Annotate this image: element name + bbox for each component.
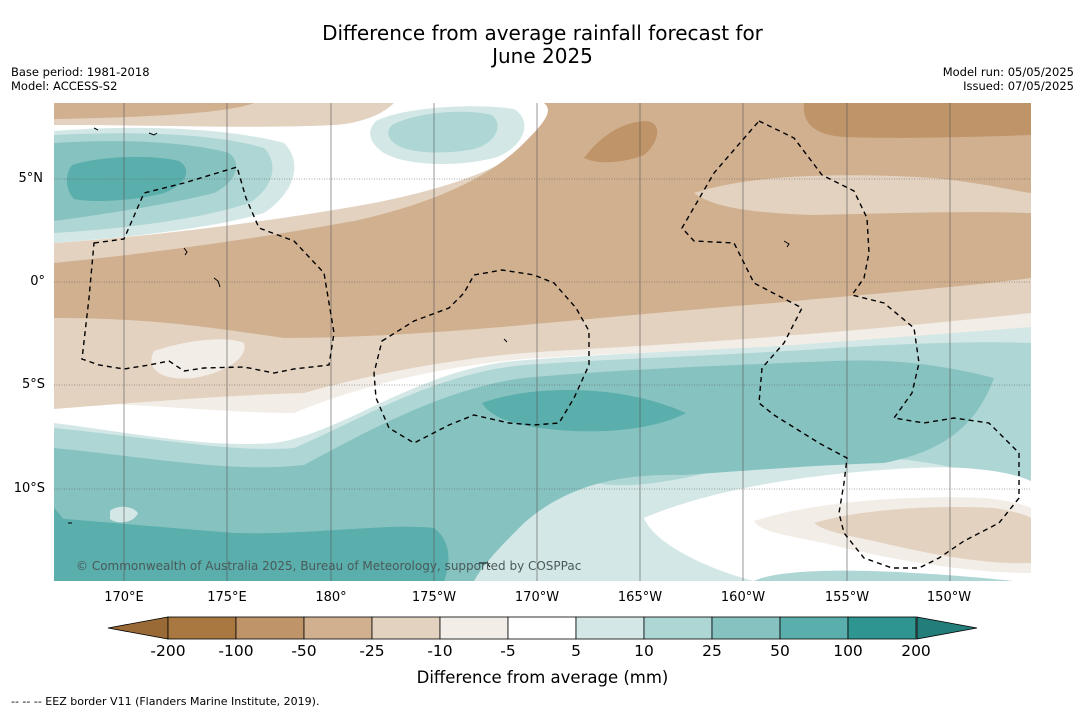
cb-tick-8: 25	[702, 642, 722, 660]
lon-label-150w: 150°W	[926, 590, 972, 605]
colorbar-swatch-8	[711, 616, 781, 640]
lat-label-10s: 10°S	[13, 481, 45, 496]
map-title-line2: June 2025	[492, 44, 593, 68]
region-south-100b	[54, 518, 449, 581]
cb-tick-3: -25	[359, 642, 385, 660]
lon-label-175w: 175°W	[411, 590, 457, 605]
issued-text: Issued: 07/05/2025	[963, 79, 1074, 93]
region-south-100c	[54, 508, 71, 550]
cb-tick-6: 5	[571, 642, 581, 660]
colorbar-extend-low	[107, 616, 169, 640]
islands	[68, 127, 790, 568]
colorbar	[107, 616, 978, 640]
region-north-brown-light	[694, 175, 1031, 215]
region-south-100	[482, 390, 686, 432]
cb-tick-1: -100	[218, 642, 254, 660]
lat-label-0: 0°	[30, 274, 45, 289]
graticule	[54, 178, 1031, 490]
island-1	[93, 127, 99, 131]
lat-label-5s: 5°S	[21, 377, 45, 392]
map-title: Difference from average rainfall forecas…	[0, 22, 1085, 68]
island-2	[148, 132, 158, 136]
region-se-small-teal	[754, 570, 1014, 581]
colorbar-swatch-4	[439, 616, 509, 640]
colorbar-extend-high	[916, 616, 978, 640]
region-ne-brown-dark	[803, 103, 1031, 138]
colorbar-swatch-7	[643, 616, 713, 640]
base-period-text: Base period: 1981-2018	[11, 65, 150, 79]
copyright-text: © Commonwealth of Australia 2025, Bureau…	[76, 559, 581, 573]
region-south-50	[54, 360, 994, 581]
region-top-left-brown-dark	[54, 103, 254, 119]
cb-tick-5: -5	[500, 642, 516, 660]
model-run-text: Model run: 05/05/2025	[942, 65, 1074, 79]
lon-label-170e: 170°E	[104, 590, 144, 605]
lon-label-170w: 170°W	[514, 590, 560, 605]
colorbar-swatch-6	[575, 616, 645, 640]
colorbar-swatch-10	[847, 616, 917, 640]
cb-tick-0: -200	[150, 642, 186, 660]
cb-tick-9: 50	[770, 642, 790, 660]
colorbar-label: Difference from average (mm)	[416, 668, 669, 687]
lon-label-175e: 175°E	[207, 590, 247, 605]
colorbar-swatch-2	[303, 616, 373, 640]
eez-border-west	[81, 166, 335, 374]
rainfall-map: © Commonwealth of Australia 2025, Bureau…	[54, 103, 1031, 581]
island-6	[479, 562, 491, 568]
map-title-line1: Difference from average rainfall forecas…	[322, 21, 763, 45]
colorbar-swatch-1	[235, 616, 305, 640]
colorbar-swatches	[167, 616, 917, 640]
meta-right: Model run: 05/05/2025 Issued: 07/05/2025	[943, 65, 1074, 93]
lon-label-155w: 155°W	[824, 590, 870, 605]
region-se-brown	[814, 506, 1031, 564]
island-3	[183, 247, 188, 256]
lon-label-180: 180°	[315, 590, 347, 605]
eez-border-central	[373, 269, 590, 444]
cb-tick-10: 100	[833, 642, 863, 660]
island-4	[213, 277, 221, 288]
lat-label-5n: 5°N	[18, 171, 44, 186]
cb-tick-11: 200	[901, 642, 931, 660]
region-band-50	[54, 103, 1031, 338]
cb-tick-2: -50	[291, 642, 317, 660]
cb-tick-4: -10	[427, 642, 453, 660]
meta-left: Base period: 1981-2018 Model: ACCESS-S2	[11, 65, 150, 93]
region-north-brown-dark	[584, 121, 658, 163]
graticule-lon	[123, 103, 951, 581]
lon-label-165w: 165°W	[617, 590, 663, 605]
model-text: Model: ACCESS-S2	[11, 79, 118, 93]
eez-legend-note: -- -- -- EEZ border V11 (Flanders Marine…	[11, 695, 320, 708]
colorbar-swatch-5	[507, 616, 577, 640]
cb-tick-7: 10	[634, 642, 654, 660]
island-7	[503, 338, 508, 343]
colorbar-swatch-0	[167, 616, 237, 640]
colorbar-swatch-9	[779, 616, 849, 640]
colorbar-swatch-3	[371, 616, 441, 640]
lon-label-160w: 160°W	[720, 590, 766, 605]
island-5	[783, 240, 790, 248]
region-nc-25	[388, 111, 498, 153]
region-white-patch-west	[151, 339, 245, 379]
eez-border-east	[681, 120, 1020, 569]
eez-borders	[81, 120, 1020, 569]
